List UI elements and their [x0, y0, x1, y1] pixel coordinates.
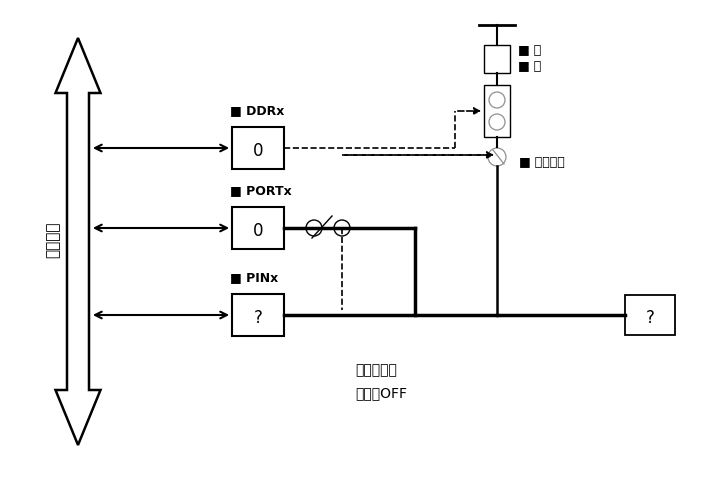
Polygon shape — [56, 38, 101, 445]
Text: ?: ? — [646, 309, 654, 327]
Bar — [232, 207, 284, 249]
Bar — [625, 295, 675, 335]
Text: 上拉：OFF: 上拉：OFF — [355, 386, 407, 400]
Text: ■ PORTx: ■ PORTx — [230, 184, 292, 197]
Text: ■ DDRx: ■ DDRx — [230, 104, 284, 117]
Bar — [232, 127, 284, 169]
Text: ?: ? — [254, 309, 262, 327]
Text: ■ 拉: ■ 拉 — [518, 60, 541, 74]
Text: ■ PINx: ■ PINx — [230, 271, 278, 284]
Text: 0: 0 — [253, 142, 263, 160]
Text: 数据总线: 数据总线 — [46, 222, 61, 258]
Text: 0: 0 — [253, 222, 263, 240]
Text: ■ 物理引脚: ■ 物理引脚 — [519, 155, 565, 169]
Bar — [484, 85, 510, 137]
Bar — [232, 294, 284, 336]
Text: ■ 上: ■ 上 — [518, 43, 541, 56]
Text: 方向：输入: 方向：输入 — [355, 363, 397, 377]
Bar — [484, 45, 510, 73]
